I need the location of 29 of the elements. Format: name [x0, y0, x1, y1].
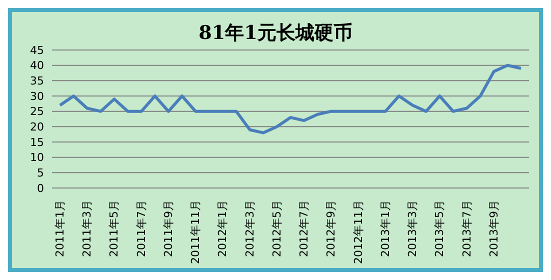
y-tick-label: 25: [30, 105, 44, 118]
y-tick-label: 45: [30, 44, 44, 57]
y-tick-label: 5: [37, 166, 44, 180]
x-tick-label: 2011年9月: [162, 200, 175, 257]
y-tick-label: 0: [37, 182, 44, 195]
x-tick-label: 2011年1月: [54, 200, 66, 257]
y-tick-label: 35: [30, 74, 44, 88]
y-tick-label: 30: [30, 90, 44, 103]
y-tick-label: 10: [30, 151, 44, 164]
x-tick-label: 2011年11月: [189, 200, 202, 264]
x-tick-label: 2011年3月: [80, 200, 94, 257]
x-tick-label: 2012年11月: [352, 200, 365, 264]
x-tick-label: 2013年9月: [487, 200, 500, 257]
x-tick-label: 2013年3月: [406, 200, 420, 257]
x-tick-label: 2013年7月: [460, 200, 474, 257]
x-tick-label: 2012年5月: [270, 200, 284, 257]
line-series: [58, 64, 522, 134]
x-tick-label: 2013年5月: [433, 200, 446, 257]
y-tick-label: 20: [30, 120, 44, 134]
y-tick-label: 40: [30, 59, 44, 72]
x-tick-label: 2011年7月: [134, 200, 148, 257]
chart-title: 81年1元长城硬币: [198, 22, 352, 44]
x-tick-label: 2013年1月: [378, 200, 392, 257]
x-tick-label: 2012年1月: [216, 200, 230, 257]
x-tick-label: 2011年5月: [108, 200, 121, 257]
x-tick-label: 2012年9月: [324, 200, 338, 257]
y-tick-label: 15: [30, 136, 44, 149]
x-tick-label: 2012年7月: [298, 200, 311, 257]
x-tick-label: 2012年3月: [243, 200, 256, 257]
